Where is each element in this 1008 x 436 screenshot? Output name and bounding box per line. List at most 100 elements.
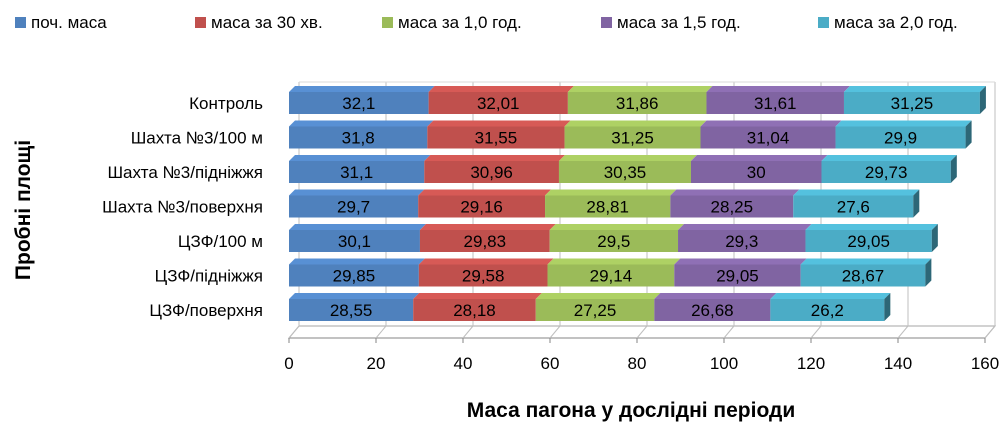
- bar-segment: [413, 299, 536, 321]
- bar-segment: [424, 161, 559, 183]
- bar-segment: [549, 230, 679, 252]
- bar-side-face: [950, 155, 957, 183]
- legend-label: маса за 30 хв.: [211, 13, 323, 32]
- bar-segment: [706, 92, 844, 114]
- legend-swatch: [195, 17, 206, 28]
- bar-segment: [674, 264, 801, 287]
- x-tick-labels: 0 20 40 60 80 100 120 140 160: [284, 354, 999, 373]
- data-label: 29,73: [865, 163, 908, 182]
- data-label: 26,68: [691, 301, 734, 320]
- bar-top-face: [289, 258, 425, 265]
- bar-segment: [700, 126, 836, 149]
- data-label: 30,35: [604, 163, 647, 182]
- data-label: 31,04: [747, 129, 790, 148]
- bar-top-face: [706, 86, 850, 92]
- bar-top-face: [567, 86, 713, 92]
- legend-swatch: [818, 17, 829, 28]
- data-label: 31,55: [475, 129, 518, 148]
- gridline-floor: [984, 325, 996, 339]
- bar-top-face: [549, 224, 685, 230]
- bar-segment: [835, 126, 966, 149]
- legend-swatch: [15, 17, 26, 28]
- bar-segment: [805, 230, 932, 252]
- legend-swatch: [601, 17, 612, 28]
- bar-top-face: [289, 86, 435, 92]
- x-tick-label: 60: [541, 354, 560, 373]
- legend: поч. маса маса за 30 хв. маса за 1,0 год. м…: [15, 13, 958, 32]
- x-tick-label: 40: [454, 354, 473, 373]
- bar-top-face: [835, 120, 972, 127]
- bar-top-face: [843, 86, 986, 92]
- bar-segment: [428, 92, 568, 114]
- bar-segment: [545, 195, 671, 218]
- bar-top-face: [418, 258, 554, 265]
- x-tick-label: 160: [971, 354, 999, 373]
- gridline-floor: [636, 325, 648, 339]
- bar-top-face: [289, 189, 425, 196]
- bar-top-face: [289, 155, 431, 161]
- bar-segment: [800, 264, 926, 287]
- bar-segment: [289, 195, 419, 218]
- data-label: 31,25: [891, 94, 934, 113]
- gridline-floor: [723, 325, 735, 339]
- data-label: 28,25: [711, 198, 754, 217]
- bar-segment: [690, 161, 822, 183]
- bar-segment: [418, 264, 548, 287]
- gridline-floor: [810, 325, 822, 339]
- data-label: 26,2: [811, 301, 844, 320]
- category-label: ЦЗФ/100 м: [178, 232, 263, 251]
- data-label: 28,55: [330, 301, 373, 320]
- bar-segment: [670, 195, 794, 218]
- data-label: 29,9: [884, 129, 917, 148]
- bar-top-face: [770, 293, 891, 299]
- data-label: 32,01: [477, 94, 520, 113]
- gridline-floor: [288, 325, 300, 339]
- data-label: 29,05: [716, 267, 759, 286]
- bar-top-face: [793, 189, 920, 196]
- bar-segment: [547, 264, 675, 287]
- data-label: 29,14: [590, 267, 633, 286]
- data-label: 31,86: [616, 94, 659, 113]
- legend-label: поч. маса: [31, 13, 107, 32]
- bar-top-face: [800, 258, 932, 265]
- data-label: 31,61: [754, 94, 797, 113]
- x-tick-label: 80: [628, 354, 647, 373]
- category-label: Контроль: [189, 94, 263, 113]
- bar-top-face: [678, 224, 812, 230]
- bar-top-face: [558, 155, 697, 161]
- bars: [289, 86, 986, 321]
- category-label: ЦЗФ/поверхня: [149, 301, 263, 320]
- bar-segment: [770, 299, 885, 321]
- data-label: 31,8: [342, 129, 375, 148]
- bar-segment: [793, 195, 914, 218]
- bar-top-face: [427, 120, 571, 127]
- bar-top-face: [428, 86, 574, 92]
- bar-segment: [427, 126, 565, 149]
- bar-top-face: [670, 189, 800, 196]
- bar-top-face: [289, 120, 434, 127]
- data-label: 29,05: [847, 232, 890, 251]
- bar-side-face: [925, 258, 932, 287]
- bar-side-face: [979, 86, 986, 114]
- category-labels: Контроль Шахта №3/100 м Шахта №3/підніжжя Ш…: [102, 94, 263, 320]
- bar-top-face: [413, 293, 542, 299]
- data-label: 29,83: [464, 232, 507, 251]
- data-label: 28,67: [842, 267, 885, 286]
- legend-label: маса за 1,5 год.: [617, 13, 741, 32]
- legend-label: маса за 1,0 год.: [398, 13, 522, 32]
- data-label: 31,1: [340, 163, 373, 182]
- bar-top-face: [289, 224, 426, 230]
- category-label: ЦЗФ/підніжжя: [155, 267, 263, 286]
- bar-side-face: [913, 189, 920, 218]
- bar-segment: [821, 161, 951, 183]
- bar-segment: [558, 161, 691, 183]
- gridline-floor: [549, 325, 561, 339]
- category-label: Шахта №3/підніжжя: [107, 163, 263, 182]
- data-label: 30,1: [338, 232, 371, 251]
- bar-top-face: [424, 155, 565, 161]
- bar-segment: [289, 126, 428, 149]
- bar-side-face: [884, 293, 891, 321]
- bar-segment: [289, 230, 420, 252]
